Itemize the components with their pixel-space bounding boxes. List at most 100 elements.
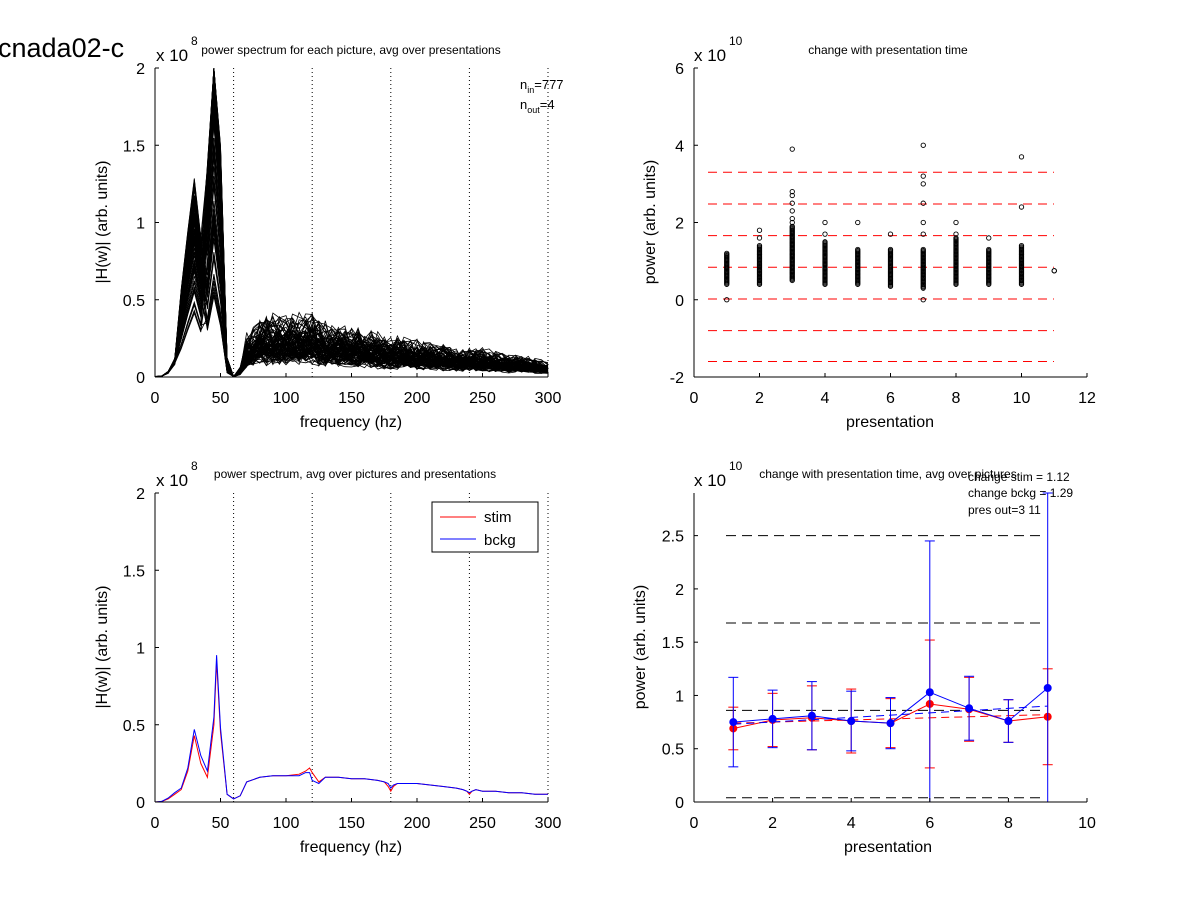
chart-title: change with presentation time [808,43,968,57]
annotation-pres-out: pres out=3 11 [968,503,1041,517]
data-point [822,231,828,237]
spectrum-line [154,185,549,378]
spectrum-line [154,67,549,378]
chart-title: change with presentation time, avg over … [759,467,1016,481]
data-point [1018,243,1025,249]
data-point [756,227,763,233]
x-axis-label: presentation [846,414,934,431]
y-axis-label: power (arb. units) [642,160,659,285]
x-tick-label: 50 [212,815,230,832]
data-point [789,208,795,214]
data-point [986,235,992,241]
axes-layer: 0 2 4 6 8 10 0 0.5 1 1.5 2 2.5 [662,493,1096,832]
y-exponent-power: 8 [191,459,198,473]
y-tick-label: 2 [675,216,684,233]
y-exponent-power: 10 [729,459,743,473]
data-point [789,215,795,222]
data-point [953,219,959,226]
annotation-change-stim: change stim = 1.12 [968,470,1070,484]
data-point [789,192,795,199]
x-tick-label: 200 [404,815,431,832]
data-point [1018,204,1025,210]
x-tick-label: 0 [690,390,699,407]
x-axis-label: presentation [844,839,932,856]
x-tick-label: 4 [847,815,856,832]
data-point [855,246,861,253]
series-line-bckg [154,655,548,803]
x-axis-label: frequency (hz) [300,414,402,431]
x-tick-label: 150 [338,390,365,407]
y-tick-label: -2 [670,370,684,387]
y-axis-label: |H(w)| (arb. units) [94,161,111,284]
figure-title: cnada02-c [0,33,124,63]
y-tick-label: 0 [136,795,145,812]
y-tick-label: 2 [136,61,145,78]
y-tick-label: 0.5 [123,718,145,735]
x-tick-label: 0 [690,815,699,832]
data-point-bckg [768,714,777,723]
data-point [920,297,926,303]
x-tick-label: 6 [886,390,895,407]
annotation-change-bckg: change bckg = 1.29 [968,486,1073,500]
data-point [822,239,828,245]
legend: stim bckg [431,501,539,553]
axes-layer: 0 50 100 150 200 250 300 0 0.5 1 1.5 2 [123,486,562,832]
spectrum-line [154,274,548,378]
spectrum-line [154,75,549,378]
data-point [920,173,926,179]
data-point [855,219,861,226]
x-tick-label: 10 [1013,390,1031,407]
x-tick-label: 4 [821,390,830,407]
data-point-bckg [729,718,738,727]
data-point-bckg [925,688,934,697]
x-tick-label: 2 [768,815,777,832]
y-axis-label: |H(w)| (arb. units) [94,586,111,709]
y-tick-label: 2.5 [662,529,684,546]
axes-layer: 0 50 100 150 200 250 300 0 0.5 1 1.5 2 [123,61,562,407]
y-tick-label: 1 [675,688,684,705]
x-tick-label: 250 [469,390,496,407]
y-tick-label: 1.5 [123,138,145,155]
series-line-stim [154,661,548,803]
y-tick-label: 2 [136,486,145,503]
data-point [920,181,926,187]
data-point [789,223,795,230]
legend-label-bckg: bckg [484,532,516,549]
data-point [887,246,894,253]
x-tick-label: 300 [535,815,562,832]
y-tick-label: 1 [136,641,145,658]
data-point-bckg [847,717,856,726]
spectrum-line [154,67,549,378]
panel-power-spectrum-each-picture: power spectrum for each picture, avg ove… [94,34,564,431]
y-axis-label: power (arb. units) [632,585,649,710]
x-tick-label: 2 [755,390,764,407]
y-tick-label: 6 [675,61,684,78]
y-tick-label: 4 [675,138,684,155]
y-exponent-label: x 10 [156,46,188,65]
spectrum-line [154,208,549,378]
data-point [1051,268,1057,274]
data-point [920,219,926,226]
x-axis-label: frequency (hz) [300,839,402,856]
x-tick-label: 50 [212,390,230,407]
y-tick-label: 0.5 [123,293,145,310]
data-point-bckg [807,711,816,720]
x-tick-label: 150 [338,815,365,832]
x-tick-label: 0 [151,390,160,407]
data-point [756,235,763,241]
x-tick-label: 8 [1004,815,1013,832]
axes-layer: 0 2 4 6 8 10 12 -2 0 2 4 6 [670,61,1096,407]
data-point [822,219,828,226]
y-tick-label: 1 [136,216,145,233]
chart-title: power spectrum, avg over pictures and pr… [214,467,496,481]
chart-title: power spectrum for each picture, avg ove… [201,43,500,57]
data-point-bckg [886,719,895,728]
x-tick-label: 200 [404,390,431,407]
spectrum-line [154,154,549,378]
x-tick-label: 8 [952,390,961,407]
data-point [724,297,730,303]
y-tick-label: 0.5 [662,742,684,759]
y-tick-label: 1.5 [123,563,145,580]
x-tick-label: 12 [1078,390,1096,407]
legend-label-stim: stim [484,509,512,526]
